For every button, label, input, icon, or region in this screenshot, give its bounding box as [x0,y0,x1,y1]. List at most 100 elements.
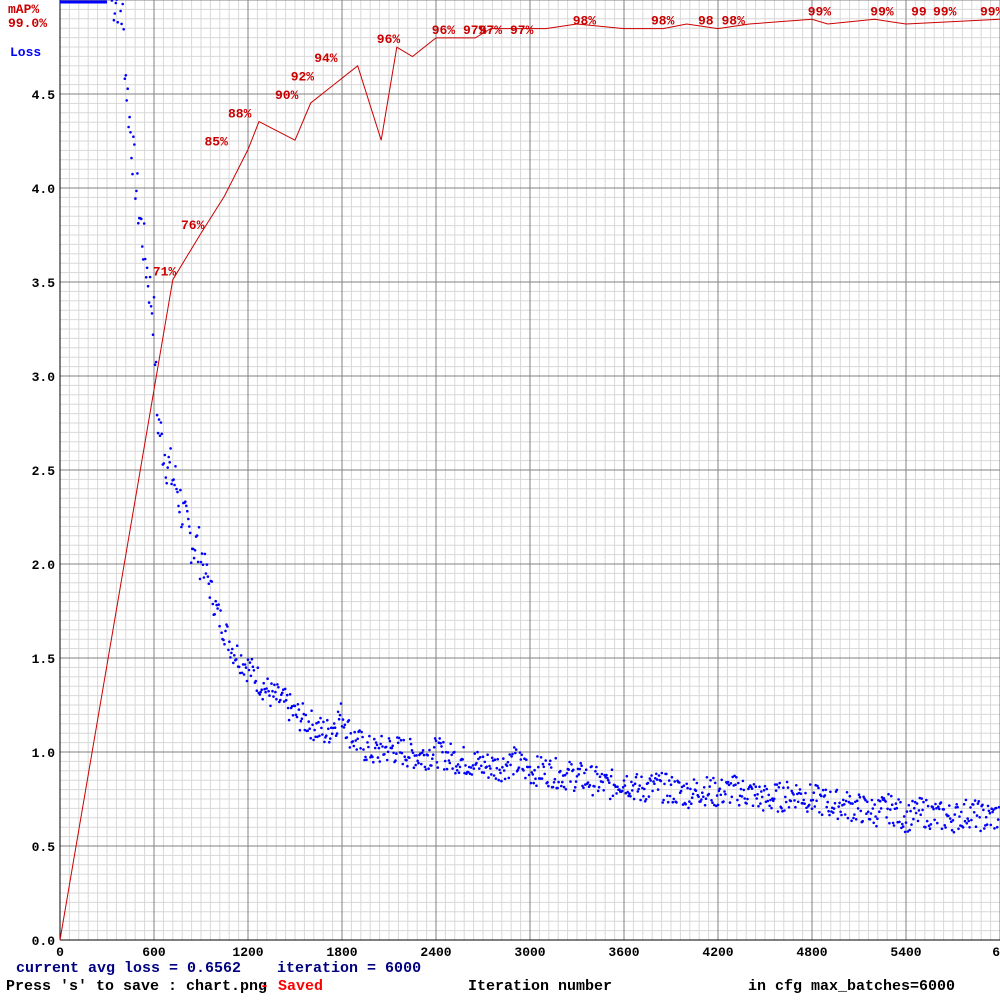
loss-point [424,768,428,771]
loss-point [739,787,743,791]
loss-point [303,728,307,732]
loss-point [514,751,517,755]
loss-point [329,726,333,730]
loss-point [338,713,342,717]
loss-point [588,783,592,787]
loss-point [168,461,171,464]
loss-point [482,771,486,774]
loss-point [495,766,499,770]
loss-point [823,794,827,797]
loss-point [733,774,736,778]
loss-point [842,798,845,802]
loss-point [153,363,157,367]
loss-point [184,500,187,504]
loss-point [913,806,916,810]
loss-point [770,806,773,810]
loss-point [925,798,928,802]
loss-point [882,797,886,800]
loss-point [411,751,415,755]
loss-point [719,793,723,797]
map-annotation: 98% [722,14,746,29]
loss-point [647,795,651,798]
loss-point [562,785,566,789]
loss-point [925,819,929,823]
loss-point [238,671,242,675]
loss-point [345,736,349,739]
loss-point [410,749,414,752]
loss-point [436,766,440,769]
loss-point [702,795,705,798]
loss-point [952,830,956,834]
loss-point [686,786,689,790]
loss-point [235,658,238,661]
x-tick-label: 2400 [420,945,451,960]
loss-point [243,663,247,666]
loss-point [132,135,135,138]
chart-labels: 0.0 0.5 1.0 1.5 2.0 2.5 3.0 3.5 4.0 4.5 0 600 1200 18… [8,2,1000,960]
loss-point [391,744,395,748]
loss-point [855,799,859,803]
loss-point [512,773,515,776]
loss-point [914,811,918,815]
loss-point [353,730,357,734]
loss-point [926,804,930,808]
loss-point [730,795,734,799]
loss-point [255,689,259,692]
loss-point [974,825,978,828]
loss-point [501,765,504,769]
loss-point [400,751,404,755]
loss-point [318,734,321,738]
loss-point [563,773,567,777]
x-tick-label: 4800 [796,945,827,960]
loss-point [147,301,151,304]
loss-point [720,778,723,782]
loss-point [375,743,379,747]
loss-point [408,737,412,741]
loss-axis-label: Loss [10,45,41,60]
loss-point [128,115,131,119]
loss-point [467,770,470,774]
loss-point [508,753,512,756]
loss-point [469,766,473,769]
loss-point [966,817,969,820]
loss-point [754,785,758,788]
loss-point [577,773,581,776]
loss-point [218,624,221,628]
loss-point [983,827,986,830]
loss-point [628,792,631,795]
loss-point [876,817,879,820]
loss-point [630,780,633,784]
loss-point [670,775,674,779]
loss-point [866,810,870,814]
loss-point [944,826,947,829]
loss-point [249,674,253,678]
loss-point [492,774,496,777]
loss-point [481,755,485,758]
loss-point [892,824,896,827]
loss-point [198,577,202,581]
loss-point [334,734,338,737]
loss-point [598,775,602,778]
loss-point [579,761,582,765]
loss-point [329,737,332,740]
loss-point [582,786,585,790]
loss-point [596,789,600,793]
loss-point [297,708,301,711]
loss-point [507,776,511,780]
loss-point [728,801,732,804]
loss-point [256,666,260,669]
loss-point [363,758,366,762]
map-line [59,18,1000,941]
loss-point [431,753,435,756]
loss-point [431,757,434,760]
loss-point [534,777,537,780]
loss-point [840,813,843,817]
loss-point [913,800,917,804]
y-tick-label: 1.0 [32,746,56,761]
loss-point [878,810,881,813]
loss-point [651,789,654,793]
loss-point [543,772,546,776]
loss-point [590,765,593,768]
loss-point [478,756,482,759]
loss-point [193,549,197,552]
